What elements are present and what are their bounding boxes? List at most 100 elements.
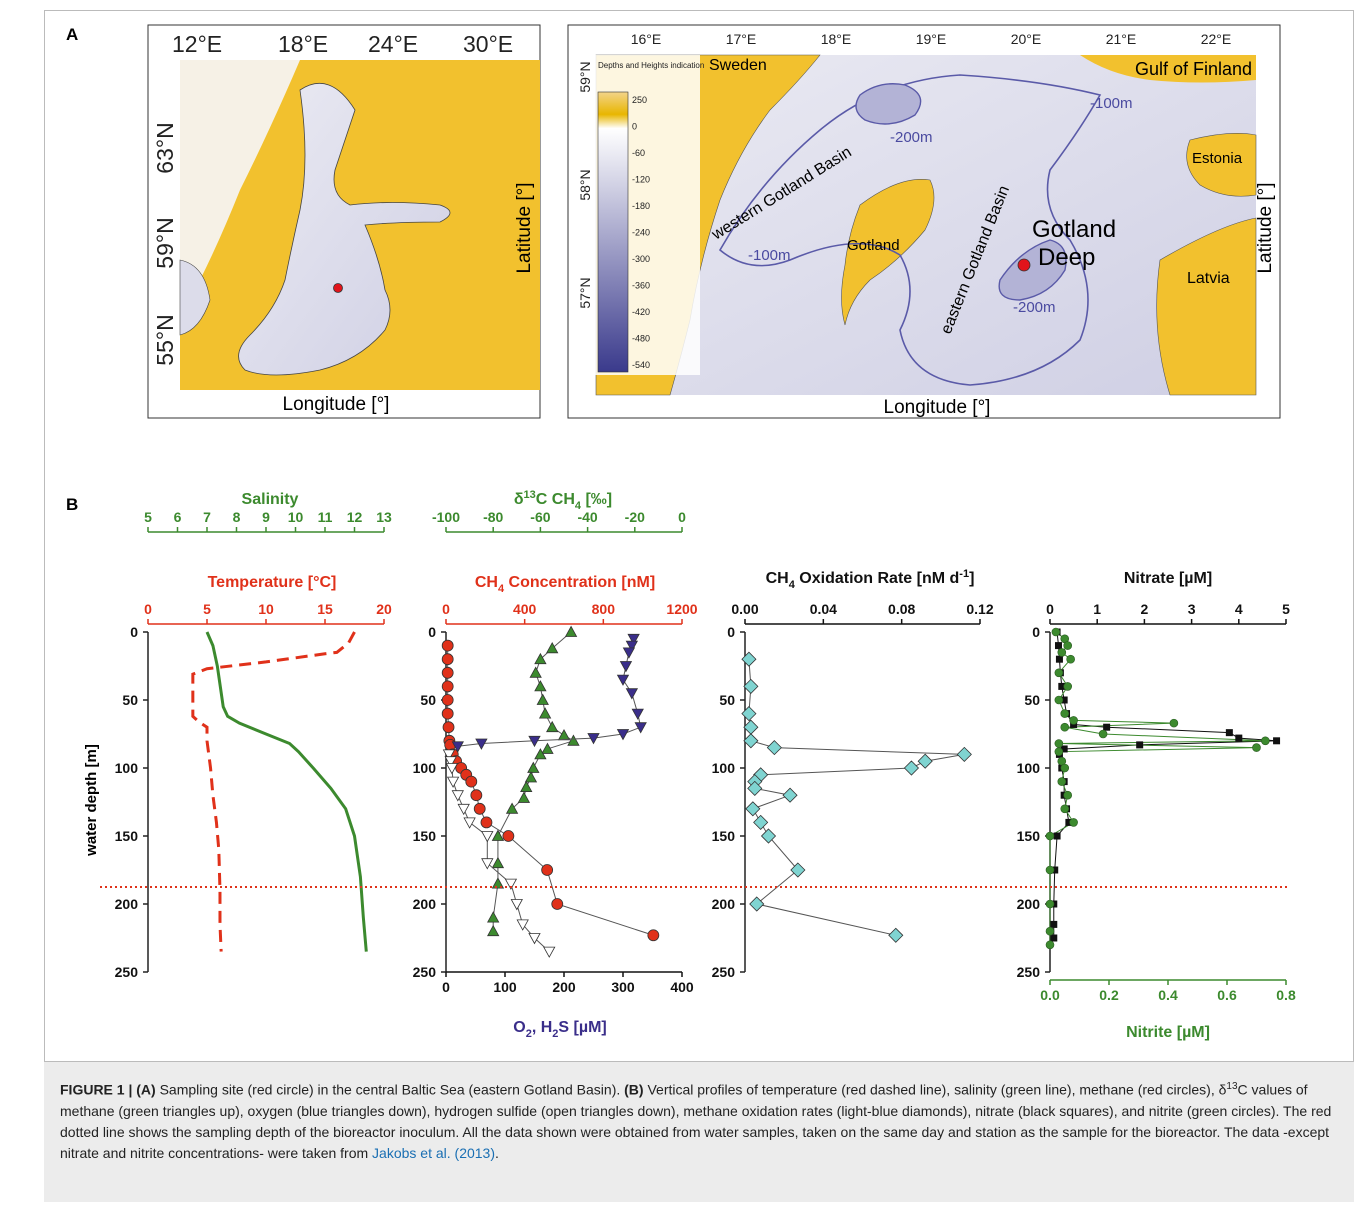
map1-top-tick: 18°E bbox=[278, 31, 328, 57]
nitrite-point bbox=[1252, 743, 1261, 752]
salinity-axis-label: 11 bbox=[318, 509, 333, 525]
p3-title: CH4 Oxidation Rate [nM d-1] bbox=[766, 568, 975, 591]
legend-tick: -420 bbox=[632, 307, 650, 317]
ch4-point bbox=[441, 680, 454, 693]
nitrite-point bbox=[1098, 729, 1108, 739]
oxidation-point bbox=[747, 780, 763, 796]
map2-label-deep1: Gotland bbox=[1032, 216, 1116, 243]
nitrate-axis-label: 0 bbox=[1046, 601, 1054, 617]
depth-tick-label: 50 bbox=[420, 692, 436, 708]
h2s-point bbox=[451, 790, 464, 802]
legend-tick: -180 bbox=[632, 201, 650, 211]
caption-b-label: (B) bbox=[624, 1081, 644, 1098]
d13c-point bbox=[529, 666, 542, 678]
d13c-point bbox=[564, 625, 578, 637]
salinity-axis-label: 12 bbox=[347, 509, 363, 525]
ch4-axis-label: 400 bbox=[513, 601, 537, 617]
legend-tick: -480 bbox=[632, 334, 650, 344]
ch4-point bbox=[647, 929, 660, 942]
series-line bbox=[1049, 631, 1266, 945]
caption-fig-label: FIGURE 1 | (A) bbox=[60, 1081, 156, 1098]
salinity-axis-label: 8 bbox=[233, 509, 241, 525]
depth-tick-label: 50 bbox=[122, 692, 138, 708]
panel-a-label: A bbox=[66, 25, 78, 44]
temperature-axis-label: 15 bbox=[317, 601, 333, 617]
o2-point bbox=[475, 738, 488, 750]
series-line bbox=[1053, 631, 1277, 938]
h2s-point bbox=[457, 803, 470, 816]
map2-contour-label: -100m bbox=[1090, 95, 1133, 112]
d13c-point bbox=[491, 856, 505, 869]
ch4-point bbox=[441, 666, 454, 679]
ch4-axis-label: 1200 bbox=[666, 601, 697, 617]
depth-tick-label: 50 bbox=[1024, 692, 1040, 708]
nitrate-point bbox=[1065, 818, 1073, 826]
nitrate-point bbox=[1060, 745, 1068, 753]
o2-h2s-axis-label: 300 bbox=[611, 979, 635, 995]
map2-top-tick: 18°E bbox=[821, 31, 852, 47]
nitrate-axis-label: 4 bbox=[1235, 601, 1243, 617]
nitrate-point bbox=[1053, 832, 1061, 840]
depth-tick-label: 100 bbox=[413, 760, 437, 776]
nitrite-axis-label: 0.2 bbox=[1099, 987, 1119, 1003]
salinity-axis-label: 5 bbox=[144, 509, 152, 525]
depth-tick-label: 150 bbox=[712, 828, 736, 844]
o2-point bbox=[619, 661, 633, 673]
map2-label-gulf: Gulf of Finland bbox=[1135, 59, 1252, 79]
legend-tick: -120 bbox=[632, 175, 650, 185]
legend-tick: 0 bbox=[632, 122, 637, 132]
map2-top-tick: 16°E bbox=[631, 31, 662, 47]
nitrite-point bbox=[1063, 682, 1072, 691]
caption-reference-link[interactable]: Jakobs et al. (2013) bbox=[372, 1144, 496, 1161]
oxidation-point bbox=[743, 719, 759, 735]
map2-gotland-island bbox=[841, 179, 935, 326]
depth-tick-label: 150 bbox=[115, 828, 139, 844]
series-line bbox=[191, 631, 356, 952]
oxidation-point bbox=[917, 753, 933, 769]
oxidation-point bbox=[749, 896, 765, 912]
o2-point bbox=[634, 722, 647, 734]
o2-point bbox=[528, 735, 541, 748]
map2-top-tick: 22°E bbox=[1201, 31, 1232, 47]
salinity-axis-label: 6 bbox=[174, 509, 182, 525]
d13c-axis-label: 0 bbox=[678, 509, 686, 525]
o2-point bbox=[631, 708, 644, 720]
depth-tick-label: 250 bbox=[1017, 964, 1041, 980]
d13c-point bbox=[527, 761, 540, 773]
map2-legend-title: Depths and Heights indication bbox=[598, 61, 704, 70]
nitrite-point bbox=[1051, 627, 1061, 637]
oxidation-point bbox=[743, 733, 759, 749]
depth-axis-label: water depth [m] bbox=[83, 744, 100, 857]
map1-left-tick: 63°N bbox=[152, 122, 178, 173]
oxidation-point bbox=[741, 651, 757, 667]
oxidation-point bbox=[903, 760, 920, 776]
nitrate-point bbox=[1051, 866, 1059, 874]
nitrite-point bbox=[1054, 739, 1064, 748]
o2-point bbox=[627, 633, 640, 646]
nitrate-point bbox=[1225, 729, 1233, 737]
ch4-point bbox=[441, 653, 454, 666]
d13c-point bbox=[524, 771, 538, 783]
nitrate-point bbox=[1050, 934, 1058, 942]
depth-tick-label: 0 bbox=[727, 624, 735, 640]
caption-end: . bbox=[495, 1144, 499, 1161]
ch4-axis-label: 0 bbox=[442, 601, 450, 617]
oxidation-point bbox=[790, 862, 806, 878]
h2s-point bbox=[444, 756, 457, 768]
oxidation-point bbox=[741, 706, 757, 722]
d13c-point bbox=[546, 641, 559, 654]
d13c-point bbox=[534, 680, 547, 692]
map2-label-gotland: Gotland bbox=[847, 237, 900, 254]
depth-tick-label: 0 bbox=[428, 624, 436, 640]
o2-point bbox=[587, 733, 600, 745]
legend-tick: 250 bbox=[632, 95, 647, 105]
nitrite-point bbox=[1054, 747, 1064, 756]
map1-top-tick: 24°E bbox=[368, 31, 418, 57]
ch4-point bbox=[551, 898, 564, 910]
h2s-point bbox=[442, 749, 456, 761]
nitrate-point bbox=[1054, 642, 1062, 650]
p4-bottom-title: Nitrite [µM] bbox=[1126, 1024, 1210, 1041]
map1-scandinavia bbox=[180, 60, 300, 300]
nitrate-point bbox=[1055, 655, 1063, 663]
d13c-axis-label: -40 bbox=[577, 509, 597, 525]
